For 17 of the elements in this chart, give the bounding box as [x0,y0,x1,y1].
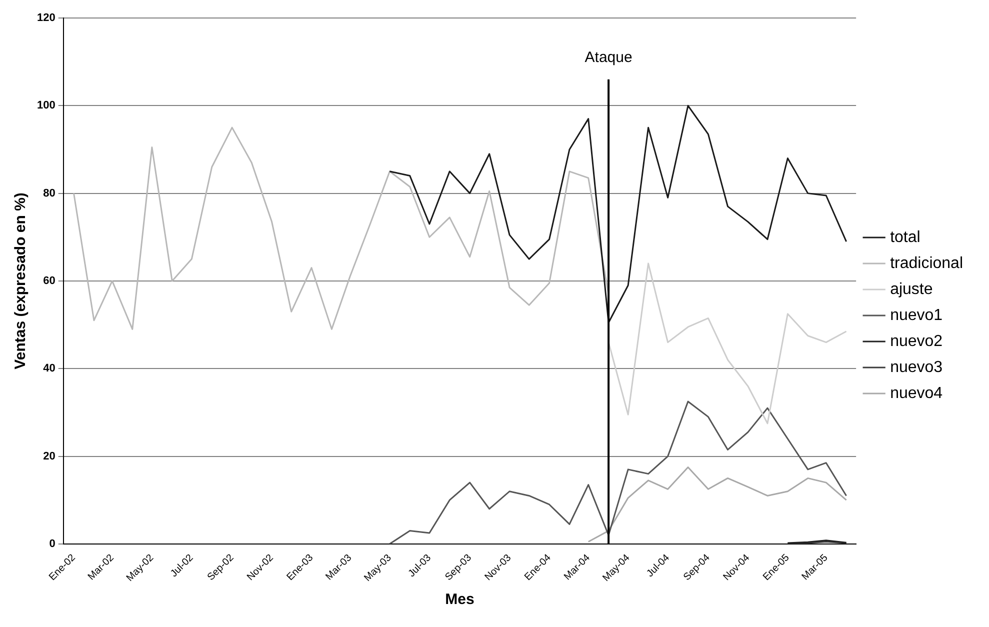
legend-label: nuevo3 [890,358,943,376]
legend-label: nuevo1 [890,306,943,324]
legend-label: total [890,228,920,246]
y-tick-label: 40 [43,362,56,375]
ref-line-label: Ataque [584,49,632,66]
legend-label: nuevo4 [890,384,943,402]
y-tick-label: 80 [43,187,56,200]
y-tick-label: 60 [43,275,56,287]
legend-label: nuevo2 [890,332,943,350]
y-tick-label: 0 [49,538,56,550]
legend-label: ajuste [890,280,933,298]
legend-label: tradicional [890,254,964,272]
y-tick-label: 120 [36,12,56,24]
y-axis-title: Ventas (expresado en %) [12,192,30,370]
y-tick-label: 20 [43,450,56,462]
y-tick-label: 100 [36,100,56,112]
x-axis-title: Mes [445,591,474,608]
